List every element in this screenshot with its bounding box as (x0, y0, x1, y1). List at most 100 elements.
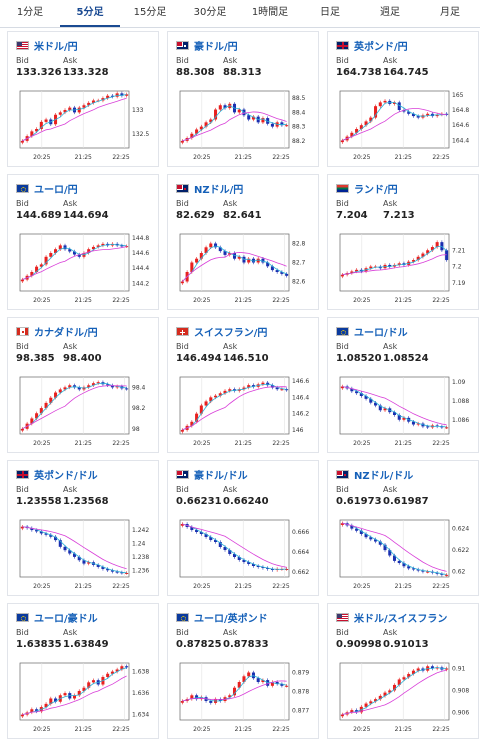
pair-name-link[interactable]: スイスフラン/円 (194, 328, 268, 339)
chart-area[interactable]: 20:25 21:25 22:25 146.6 146.4 146.2 146 (176, 373, 310, 448)
pair-header[interactable]: 英ポンド/ドル (16, 467, 98, 482)
chart-area[interactable]: 20:25 21:25 22:25 1.638 1.636 1.634 (16, 659, 150, 734)
x-tick-label: 20:25 (353, 583, 370, 590)
pair-header[interactable]: ユーロ/円 (16, 181, 78, 196)
pair-card[interactable]: 英ポンド/円 Bid Ask 164.738 164.745 20:25 21:25 22:2… (327, 31, 479, 167)
candle (374, 106, 378, 118)
pair-card[interactable]: 英ポンド/ドル Bid Ask 1.23558 1.23568 20:25 21:25 22:… (7, 460, 159, 596)
tab-0[interactable]: 1分足 (16, 7, 44, 18)
pair-name-link[interactable]: 米ドル/円 (34, 42, 78, 53)
chart-area[interactable]: 20:25 21:25 22:25 0.91 0.908 0.906 (336, 659, 470, 734)
pair-header[interactable]: ユーロ/豪ドル (16, 610, 98, 625)
pair-card[interactable]: NZドル/円 Bid Ask 82.629 82.641 20:25 21:25 22:25 8… (167, 174, 319, 310)
pair-card[interactable]: ユーロ/ドル Bid Ask 1.08520 1.08524 20:25 21:25 22:2… (327, 317, 479, 453)
candle (63, 110, 67, 113)
pair-card[interactable]: 豪ドル/円 Bid Ask 88.308 88.313 20:25 21:25 22:25 88… (167, 31, 319, 167)
pair-card[interactable]: ランド/円 Bid Ask 7.204 7.213 20:25 21:25 22:25 7.21… (327, 174, 479, 310)
chart-area[interactable]: 20:25 21:25 22:25 144.8 144.6 144.4 144.2 (16, 230, 150, 305)
bid-label: Bid (16, 56, 29, 65)
chart-area[interactable]: 20:25 21:25 22:25 82.8 82.7 82.6 (176, 230, 310, 305)
pair-header[interactable]: 米ドル/円 (16, 38, 78, 53)
pair-name-link[interactable]: 米ドル/スイスフラン (354, 614, 448, 625)
pair-card[interactable]: ユーロ/円 Bid Ask 144.689 144.694 20:25 21:25 22:25… (7, 174, 159, 310)
pair-name-link[interactable]: ユーロ/ドル (354, 328, 408, 339)
pair-header[interactable]: 豪ドル/ドル (176, 467, 248, 482)
candle-chart: 20:25 21:25 22:25 0.666 0.664 0.662 (179, 519, 309, 590)
tab-1[interactable]: 5分足 (60, 0, 120, 27)
pair-name-link[interactable]: 英ポンド/円 (354, 42, 408, 53)
x-tick-label: 22:25 (112, 297, 129, 304)
candle (261, 118, 265, 123)
pair-name-link[interactable]: カナダドル/円 (34, 328, 98, 339)
tab-4[interactable]: 1時間足 (251, 7, 289, 18)
candle (251, 258, 255, 263)
chart-area[interactable]: 20:25 21:25 22:25 98.4 98.2 98 (16, 373, 150, 448)
candle (369, 701, 373, 704)
bid-label: Bid (336, 628, 349, 637)
candle (190, 133, 194, 139)
chart-area[interactable]: 20:25 21:25 22:25 0.666 0.664 0.662 (176, 516, 310, 591)
chart-area[interactable]: 20:25 21:25 22:25 133 132.5 (16, 87, 150, 162)
bid-label: Bid (336, 342, 349, 351)
pair-header[interactable]: NZドル/ドル (336, 467, 413, 482)
x-tick-label: 21:25 (75, 583, 92, 590)
pair-name-link[interactable]: 豪ドル/ドル (194, 471, 248, 482)
candle (355, 391, 359, 394)
pair-header[interactable]: カナダドル/円 (16, 324, 98, 339)
pair-card[interactable]: ユーロ/豪ドル Bid Ask 1.63835 1.63849 20:25 21:25 22:… (7, 603, 159, 739)
candle (49, 534, 53, 537)
chart-area[interactable]: 20:25 21:25 22:25 0.624 0.622 0.62 (336, 516, 470, 591)
pair-header[interactable]: スイスフラン/円 (176, 324, 267, 339)
pair-card[interactable]: NZドル/ドル Bid Ask 0.61973 0.61987 20:25 21:25 22:… (327, 460, 479, 596)
chart-area[interactable]: 20:25 21:25 22:25 0.879 0.878 0.877 (176, 659, 310, 734)
candle (218, 699, 222, 701)
ma-slow-line (22, 526, 127, 570)
pair-header[interactable]: 米ドル/スイスフラン (336, 610, 447, 625)
pair-name-link[interactable]: ユーロ/円 (34, 185, 78, 196)
tab-2[interactable]: 15分足 (133, 7, 167, 18)
bid-label: Bid (336, 485, 349, 494)
pair-header[interactable]: ユーロ/ドル (336, 324, 408, 339)
pair-name-link[interactable]: NZドル/ドル (354, 471, 414, 482)
candle (247, 672, 251, 677)
pair-card[interactable]: ユーロ/英ポンド Bid Ask 0.87825 0.87833 20:25 21:25 22… (167, 603, 319, 739)
pair-name-link[interactable]: 英ポンド/ドル (34, 471, 98, 482)
pair-name-link[interactable]: NZドル/円 (194, 185, 244, 196)
pair-header[interactable]: ユーロ/英ポンド (176, 610, 268, 625)
tab-6[interactable]: 週足 (380, 7, 400, 18)
pair-name-link[interactable]: ユーロ/英ポンド (194, 614, 268, 625)
ask-label: Ask (223, 342, 238, 351)
candle (77, 387, 81, 390)
candle (430, 666, 434, 669)
pair-name-link[interactable]: ユーロ/豪ドル (34, 614, 98, 625)
pair-card[interactable]: 豪ドル/ドル Bid Ask 0.66231 0.66240 20:25 21:25 22:2… (167, 460, 319, 596)
candle (261, 567, 265, 568)
pair-card[interactable]: 米ドル/円 Bid Ask 133.326 133.328 20:25 21:25 22:25… (7, 31, 159, 167)
y-tick-label: 0.91 (452, 665, 466, 672)
tab-3[interactable]: 30分足 (193, 7, 227, 18)
candle (247, 258, 251, 263)
candle (96, 564, 100, 567)
chart-area[interactable]: 20:25 21:25 22:25 1.09 1.088 1.086 (336, 373, 470, 448)
ma-fast-line (22, 94, 127, 142)
chart-area[interactable]: 20:25 21:25 22:25 7.21 7.2 7.19 (336, 230, 470, 305)
pair-header[interactable]: NZドル/円 (176, 181, 243, 196)
candle (280, 389, 284, 391)
chart-area[interactable]: 20:25 21:25 22:25 1.242 1.24 1.238 1.236 (16, 516, 150, 591)
pair-card[interactable]: 米ドル/スイスフラン Bid Ask 0.90998 0.91013 20:25 21:25… (327, 603, 479, 739)
candle (355, 129, 359, 133)
pair-card[interactable]: スイスフラン/円 Bid Ask 146.494 146.510 20:25 21:25 22… (167, 317, 319, 453)
pair-name-link[interactable]: 豪ドル/円 (194, 42, 238, 53)
pair-header[interactable]: ランド/円 (336, 181, 398, 196)
chart-area[interactable]: 20:25 21:25 22:25 88.5 88.4 88.3 88.2 (176, 87, 310, 162)
tab-5[interactable]: 日足 (320, 7, 340, 18)
pair-header[interactable]: 英ポンド/円 (336, 38, 408, 53)
pair-header[interactable]: 豪ドル/円 (176, 38, 238, 53)
candle (256, 678, 260, 682)
pair-name-link[interactable]: ランド/円 (354, 185, 398, 196)
candle (91, 246, 95, 250)
tab-7[interactable]: 月足 (440, 7, 460, 18)
chart-area[interactable]: 20:25 21:25 22:25 165 164.8 164.6 164.4 (336, 87, 470, 162)
pair-card[interactable]: カナダドル/円 Bid Ask 98.385 98.400 20:25 21:25 22:25… (7, 317, 159, 453)
candle (204, 534, 208, 537)
